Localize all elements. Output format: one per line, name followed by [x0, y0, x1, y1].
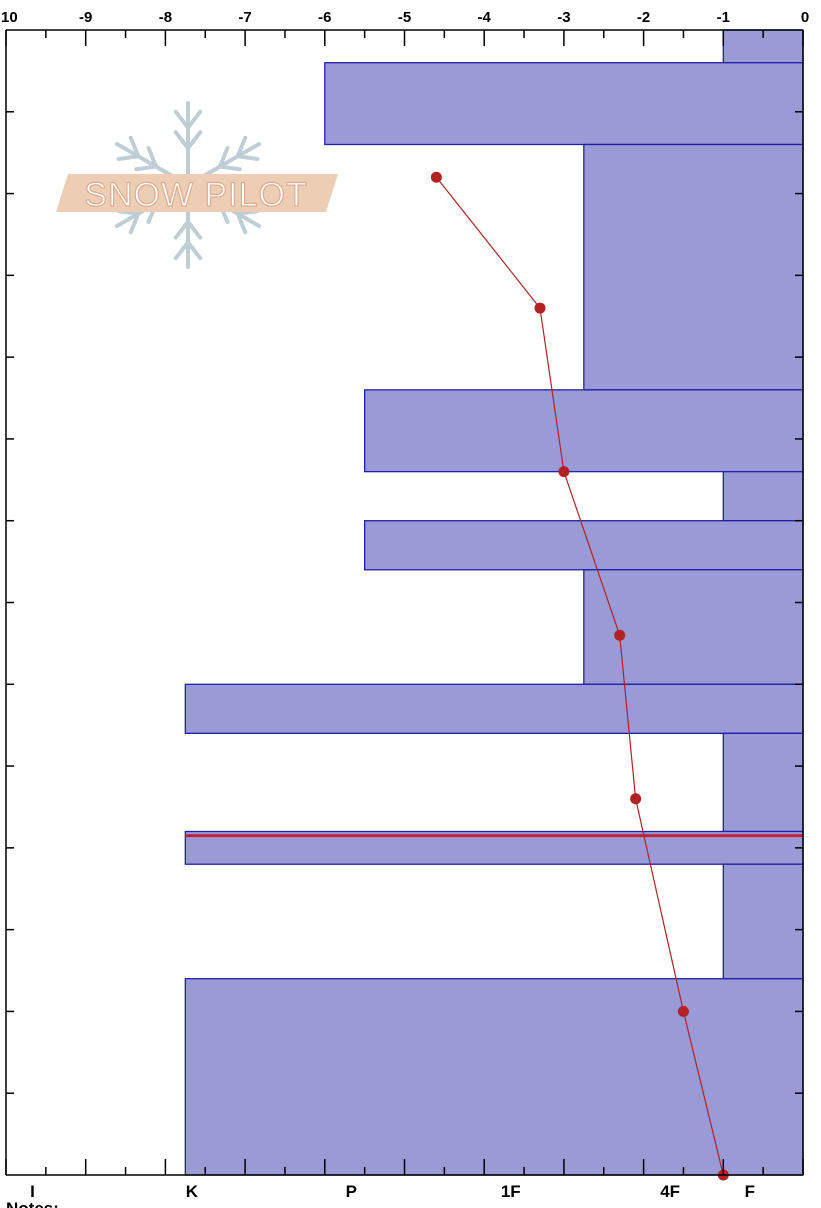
hardness-layer-bar	[363, 520, 804, 571]
temperature-point	[534, 302, 546, 314]
snowflake-branch	[217, 146, 230, 169]
hardness-tick-label: F	[745, 1182, 755, 1201]
top-tick-label: -6	[318, 9, 331, 26]
hardness-tick-label: 4F	[660, 1182, 680, 1201]
hardness-tick-label: K	[186, 1182, 199, 1201]
snowflake-branch	[128, 135, 141, 159]
snowflake-branch	[186, 240, 203, 261]
hardness-layer-bar	[184, 683, 804, 735]
hardness-layer-bar	[583, 143, 804, 391]
top-tick-label: -8	[159, 9, 172, 26]
snowflake-branch	[235, 135, 248, 159]
snowflake-branch	[235, 211, 248, 235]
snowflake-branch	[173, 130, 190, 151]
snowpilot-logo: SNOW PILOT	[56, 101, 338, 269]
hardness-layer-bar	[363, 389, 804, 473]
temperature-point	[614, 629, 626, 641]
top-tick-label: -5	[398, 9, 411, 26]
temperature-point	[677, 1005, 689, 1017]
snowflake-branch	[235, 154, 260, 162]
hardness-tick-label: 1F	[501, 1182, 521, 1201]
temperature-point	[558, 466, 570, 478]
snowflake-branch	[173, 109, 190, 130]
hardness-layer-bar	[722, 470, 804, 522]
hardness-layer-bar	[184, 978, 804, 1176]
hardness-layer-bar	[722, 863, 804, 980]
snowflake-branch	[186, 130, 203, 151]
snowflake-branch	[128, 211, 141, 235]
hardness-layer-bar	[583, 569, 804, 685]
snowflake-branch	[146, 146, 159, 169]
top-tick-label: -7	[238, 9, 251, 26]
top-tick-label: -3	[557, 9, 570, 26]
snowflake-branch	[134, 164, 159, 172]
snowflake-branch	[217, 164, 242, 172]
snowflake-branch	[186, 219, 203, 240]
top-tick-label: -4	[478, 9, 492, 26]
top-tick-label: 0	[801, 9, 809, 26]
top-tick-label: -1	[717, 9, 730, 26]
snowflake-branch	[173, 240, 190, 261]
hardness-tick-label: I	[30, 1182, 35, 1201]
temperature-point	[630, 793, 642, 805]
logo-text: SNOW PILOT	[84, 176, 307, 214]
snowflake-branch	[186, 109, 203, 130]
top-tick-label: 10	[1, 9, 18, 26]
snowflake-branch	[173, 219, 190, 240]
logo-banner	[56, 174, 338, 212]
top-tick-label: -2	[637, 9, 650, 26]
hardness-tick-label: P	[346, 1182, 357, 1201]
temperature-point	[430, 171, 442, 183]
snowflake-branch	[116, 154, 141, 162]
hardness-layer-bar	[324, 62, 804, 146]
top-tick-label: -9	[79, 9, 92, 26]
notes-label: Notes:	[6, 1199, 59, 1208]
hardness-layer-bar	[722, 732, 804, 833]
